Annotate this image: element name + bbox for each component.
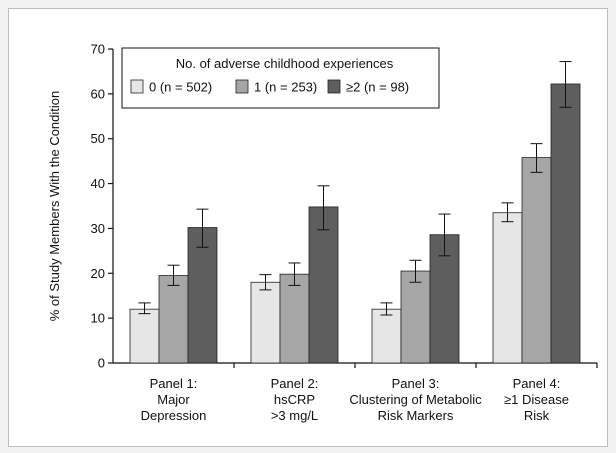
bar — [550, 83, 581, 364]
legend-swatch — [130, 79, 144, 94]
legend-title: No. of adverse childhood experiences — [176, 56, 394, 71]
legend-swatch — [235, 79, 249, 94]
x-tick-label: Major — [157, 392, 190, 407]
bar — [400, 270, 431, 364]
bar — [521, 157, 552, 364]
x-tick-label: >3 mg/L — [271, 408, 318, 423]
y-tick-label: 20 — [91, 266, 105, 281]
x-tick-label: Clustering of Metabolic — [349, 392, 482, 407]
y-axis-label: % of Study Members With the Condition — [47, 91, 62, 322]
bar — [187, 227, 218, 364]
y-tick-label: 50 — [91, 131, 105, 146]
x-tick-label: Depression — [141, 408, 207, 423]
chart-frame: % of Study Members With the Condition 0 1… — [8, 8, 608, 447]
x-tick-label: ≥1 Disease — [504, 392, 569, 407]
legend-items: 0 (n = 502) 1 (n = 253) ≥2 (n = 98) — [130, 79, 409, 95]
x-tick-label: hsCRP — [274, 392, 315, 407]
bar — [158, 275, 189, 364]
y-tick-label: 30 — [91, 221, 105, 236]
y-tick-label: 60 — [91, 86, 105, 101]
x-tick-label: Panel 2: — [271, 376, 319, 391]
bars — [129, 61, 581, 364]
legend-box — [121, 47, 440, 109]
bar — [129, 308, 160, 364]
bar — [371, 308, 402, 364]
legend-label: 0 (n = 502) — [149, 80, 212, 95]
bar — [492, 212, 523, 364]
legend: No. of adverse childhood experiences 0 (… — [121, 47, 440, 109]
bar — [279, 273, 310, 364]
bar — [250, 281, 281, 364]
x-tick-label: Risk Markers — [378, 408, 454, 423]
y-tick-label: 10 — [91, 311, 105, 326]
bar-chart: % of Study Members With the Condition 0 1… — [47, 42, 598, 423]
bar — [308, 206, 339, 364]
y-tick-label: 40 — [91, 176, 105, 191]
legend-label: 1 (n = 253) — [254, 80, 317, 95]
y-tick-label: 70 — [91, 42, 105, 57]
x-tick-label: Panel 1: — [150, 376, 198, 391]
legend-swatch — [327, 79, 341, 94]
legend-label: ≥2 (n = 98) — [346, 80, 409, 95]
x-tick-label: Risk — [524, 408, 550, 423]
x-tick-label: Panel 3: — [392, 376, 440, 391]
y-tick-label: 0 — [98, 356, 105, 371]
x-tick-label: Panel 4: — [513, 376, 561, 391]
